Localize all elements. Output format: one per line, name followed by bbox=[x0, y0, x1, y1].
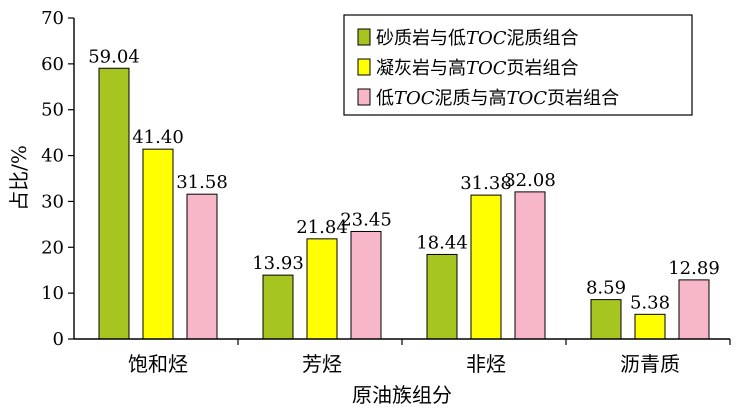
data-label: 21.84 bbox=[296, 217, 348, 238]
bar bbox=[186, 193, 218, 340]
category-label: 沥青质 bbox=[620, 352, 680, 376]
x-axis-labels: 饱和烃 芳烃 非烃 沥青质 bbox=[128, 339, 731, 376]
y-tick-label: 10 bbox=[41, 283, 64, 304]
data-label: 12.89 bbox=[668, 258, 720, 279]
legend-swatch bbox=[357, 58, 371, 76]
y-tick-label: 40 bbox=[41, 146, 64, 167]
data-label: 5.38 bbox=[630, 292, 670, 313]
y-tick-label: 20 bbox=[41, 237, 64, 258]
bar bbox=[426, 253, 458, 340]
data-label: 32.08 bbox=[504, 170, 556, 191]
y-tick-label: 0 bbox=[53, 329, 64, 350]
y-tick-label: 70 bbox=[41, 8, 64, 29]
data-label: 18.44 bbox=[416, 232, 468, 253]
legend-swatch bbox=[357, 88, 371, 106]
legend-label: 凝灰岩与高TOC页岩组合 bbox=[376, 58, 579, 79]
y-axis-title: 占比/% bbox=[7, 145, 31, 211]
category-label: 芳烃 bbox=[302, 352, 342, 376]
data-label: 8.59 bbox=[586, 278, 626, 299]
data-label: 59.04 bbox=[88, 46, 140, 67]
bar bbox=[306, 238, 338, 340]
y-axis-ticks: 0 10 20 30 40 50 60 70 bbox=[41, 8, 74, 350]
bar bbox=[350, 230, 382, 340]
bar bbox=[634, 313, 666, 340]
y-tick-label: 30 bbox=[41, 191, 64, 212]
bar bbox=[514, 191, 546, 340]
data-label: 31.58 bbox=[176, 172, 228, 193]
legend-box bbox=[343, 14, 693, 116]
data-label: 23.45 bbox=[340, 209, 392, 230]
bar bbox=[590, 299, 622, 340]
legend-label: 低TOC泥质与高TOC页岩组合 bbox=[376, 88, 619, 109]
bar bbox=[470, 194, 502, 340]
legend-label: 砂质岩与低TOC泥质组合 bbox=[376, 28, 579, 49]
data-label: 41.40 bbox=[132, 127, 184, 148]
bar bbox=[142, 148, 174, 340]
category-label: 非烃 bbox=[466, 352, 506, 376]
data-label: 31.38 bbox=[460, 173, 512, 194]
data-label: 13.93 bbox=[252, 253, 304, 274]
y-tick-label: 50 bbox=[41, 100, 64, 121]
bars bbox=[98, 67, 710, 340]
bar bbox=[678, 279, 710, 340]
bar bbox=[98, 67, 130, 340]
y-tick-label: 60 bbox=[41, 54, 64, 75]
bar bbox=[262, 274, 294, 340]
legend-swatch bbox=[357, 28, 371, 46]
category-label: 饱和烃 bbox=[128, 352, 188, 376]
x-axis-title: 原油族组分 bbox=[352, 383, 452, 407]
